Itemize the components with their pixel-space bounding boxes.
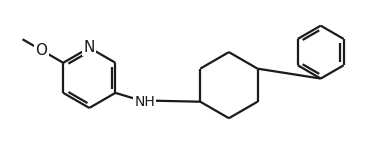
Text: O: O [36, 43, 48, 58]
Text: N: N [84, 40, 95, 55]
Text: NH: NH [134, 95, 155, 109]
